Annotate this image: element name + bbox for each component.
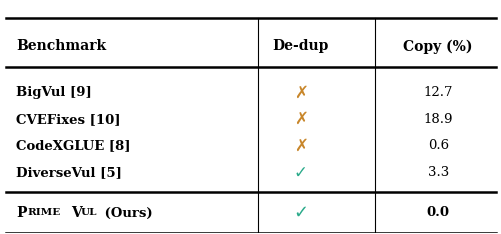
Text: ✓: ✓ — [293, 204, 308, 222]
Text: 0.0: 0.0 — [426, 206, 449, 219]
Text: CVEFixes [10]: CVEFixes [10] — [17, 113, 121, 126]
Text: 12.7: 12.7 — [423, 86, 452, 99]
Text: 18.9: 18.9 — [423, 113, 452, 126]
Text: RIME: RIME — [27, 208, 61, 217]
Text: Copy (%): Copy (%) — [403, 39, 472, 54]
Text: BigVul [9]: BigVul [9] — [17, 86, 92, 99]
Text: Benchmark: Benchmark — [17, 40, 106, 54]
Text: ✓: ✓ — [294, 164, 307, 182]
Text: UL: UL — [80, 208, 97, 217]
Text: P: P — [17, 206, 27, 220]
Text: (Ours): (Ours) — [100, 206, 153, 219]
Text: ✗: ✗ — [294, 137, 307, 155]
Text: De-dup: De-dup — [272, 40, 329, 54]
Text: V: V — [71, 206, 82, 220]
Text: CodeXGLUE [8]: CodeXGLUE [8] — [17, 139, 131, 152]
Text: ✗: ✗ — [294, 110, 307, 128]
Text: DiverseVul [5]: DiverseVul [5] — [17, 166, 122, 179]
Text: 0.6: 0.6 — [427, 139, 448, 152]
Text: 3.3: 3.3 — [427, 166, 448, 179]
Text: ✗: ✗ — [294, 84, 307, 102]
